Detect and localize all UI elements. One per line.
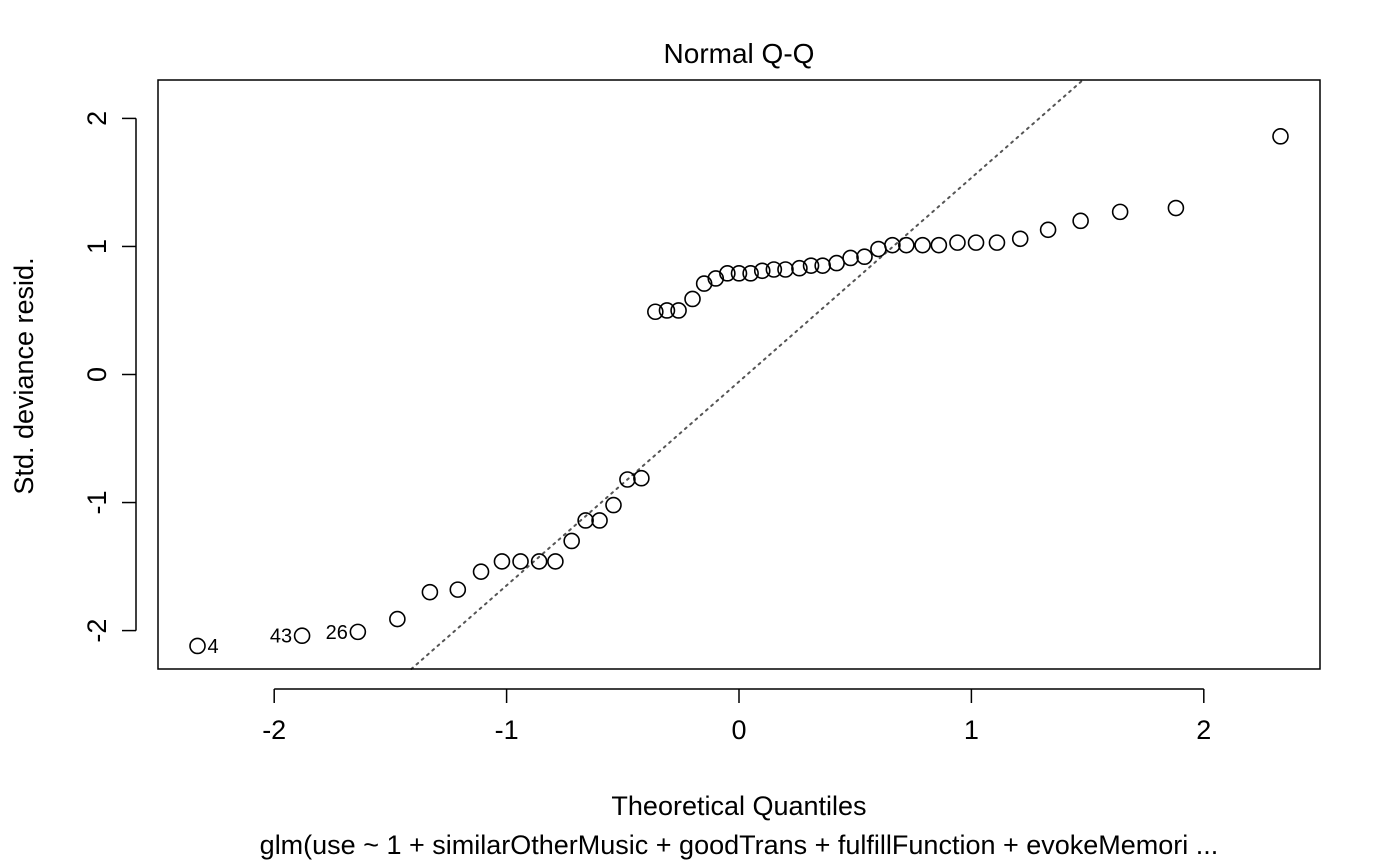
data-point — [1272, 128, 1289, 145]
data-point — [591, 512, 608, 529]
points-layer — [189, 128, 1289, 655]
point-label: 4 — [208, 636, 219, 658]
chart-title: Normal Q-Q — [664, 38, 815, 69]
data-point — [670, 302, 687, 319]
plot-frame — [157, 79, 1321, 670]
x-axis: -2 -1 0 1 2 — [262, 688, 1211, 745]
point-label: 26 — [326, 622, 348, 644]
data-point — [647, 303, 664, 321]
data-point — [777, 261, 794, 278]
data-point — [658, 302, 676, 319]
y-tick-label: 0 — [82, 367, 112, 382]
qq-reference-line — [410, 79, 1084, 670]
data-point — [988, 234, 1006, 251]
data-point — [753, 262, 771, 280]
data-point — [547, 553, 564, 570]
data-point — [802, 257, 820, 274]
data-point — [472, 563, 490, 580]
point-label: 43 — [270, 626, 292, 648]
data-point — [189, 637, 206, 655]
data-point — [898, 236, 915, 254]
data-point — [530, 553, 548, 570]
x-tick-label: -2 — [262, 715, 286, 745]
data-point — [449, 581, 467, 598]
data-point — [421, 583, 439, 601]
y-tick-label: 2 — [82, 111, 112, 126]
data-point — [619, 471, 636, 488]
data-point — [765, 261, 783, 278]
y-tick-label: -2 — [82, 619, 112, 643]
data-point — [1111, 203, 1129, 221]
data-point — [633, 469, 650, 487]
data-point — [695, 275, 713, 292]
y-axis: -2 -1 0 1 2 — [82, 111, 137, 643]
reference-line-layer — [410, 79, 1084, 670]
y-axis-title: Std. deviance resid. — [9, 257, 39, 494]
model-formula-subtitle: glm(use ~ 1 + similarOtherMusic + goodTr… — [260, 830, 1219, 860]
data-point — [814, 257, 831, 274]
x-tick-label: 1 — [964, 715, 979, 745]
data-point — [389, 610, 406, 628]
data-point — [930, 236, 948, 254]
data-point — [856, 248, 873, 266]
data-point — [684, 290, 701, 308]
data-point — [1072, 212, 1089, 230]
data-point — [512, 553, 529, 570]
data-point — [493, 553, 511, 570]
data-point — [949, 234, 966, 251]
data-point — [605, 496, 622, 514]
data-point — [791, 259, 808, 277]
data-point — [870, 240, 887, 258]
x-axis-title: Theoretical Quantiles — [611, 791, 866, 821]
data-point — [563, 532, 580, 550]
data-point — [349, 623, 367, 641]
data-point — [842, 249, 859, 267]
x-tick-label: 2 — [1196, 715, 1211, 745]
data-point — [967, 234, 985, 251]
data-point — [828, 254, 845, 272]
data-point — [884, 236, 901, 254]
data-point — [730, 265, 748, 282]
data-point — [1011, 230, 1029, 248]
point-labels-layer: 4 43 26 — [208, 622, 348, 658]
x-tick-label: 0 — [731, 715, 746, 745]
data-point — [1167, 199, 1185, 217]
data-point — [742, 265, 759, 282]
data-point — [707, 270, 725, 287]
y-tick-label: -1 — [82, 491, 112, 515]
data-point — [719, 265, 736, 282]
data-point — [1039, 221, 1057, 239]
data-point — [577, 512, 594, 529]
data-point — [914, 236, 931, 254]
x-tick-label: -1 — [495, 715, 519, 745]
y-tick-label: 1 — [82, 239, 112, 254]
data-point — [293, 627, 311, 645]
